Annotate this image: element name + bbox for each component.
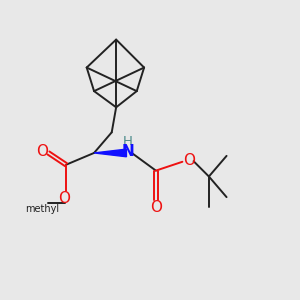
Text: O: O [37, 144, 49, 159]
Text: O: O [183, 153, 195, 168]
Text: O: O [58, 191, 70, 206]
Text: O: O [150, 200, 162, 215]
Text: methyl: methyl [25, 204, 59, 214]
Text: N: N [122, 144, 134, 159]
Text: H: H [123, 135, 133, 148]
Polygon shape [94, 149, 126, 157]
